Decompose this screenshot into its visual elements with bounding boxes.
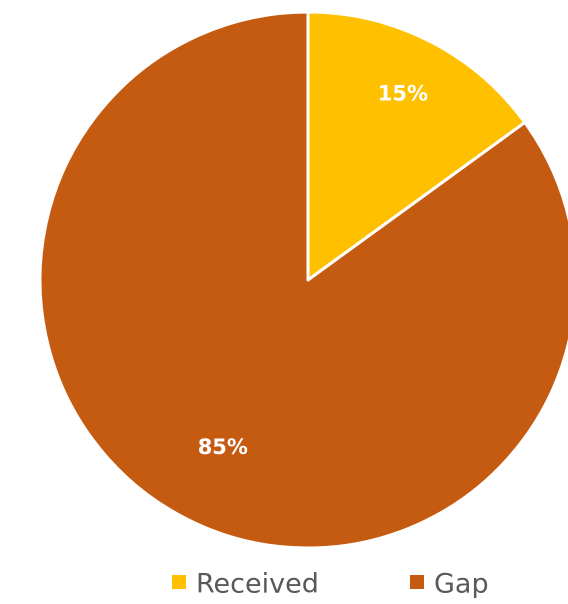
legend-item-gap: Gap	[410, 569, 489, 600]
data-label-received: 15%	[378, 82, 428, 106]
legend: Received Gap	[172, 569, 489, 600]
pie-slices	[38, 10, 568, 550]
data-label-gap: 85%	[198, 435, 248, 459]
legend-label-received: Received	[196, 569, 319, 600]
pie-slice-gap	[38, 10, 568, 550]
legend-swatch-gap	[410, 575, 424, 589]
legend-swatch-received	[172, 575, 186, 589]
legend-item-received: Received	[172, 569, 319, 600]
pie-slice-received	[306, 10, 527, 282]
legend-label-gap: Gap	[434, 569, 489, 600]
data-labels: 15% 85%	[198, 82, 428, 459]
